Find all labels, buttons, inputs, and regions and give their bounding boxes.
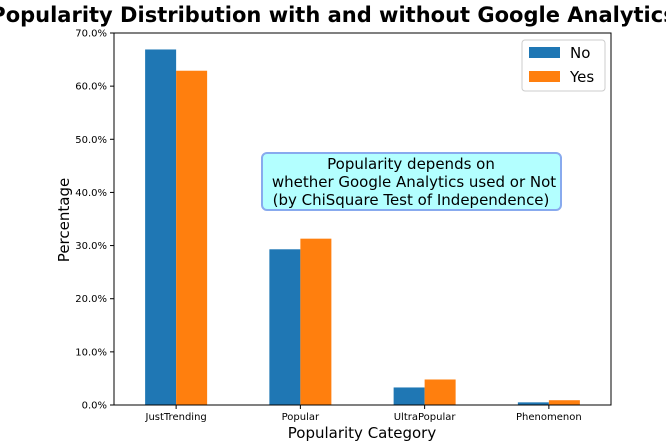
annotation-line-2: whether Google Analytics used or Not bbox=[272, 173, 556, 191]
legend-label-yes: Yes bbox=[569, 68, 594, 86]
y-tick-label: 10.0% bbox=[75, 347, 107, 358]
x-axis-ticks: JustTrending Popular UltraPopular Phenomeno… bbox=[145, 405, 582, 423]
annotation-box: Popularity depends on whether Google Ana… bbox=[261, 152, 562, 211]
annotation-background bbox=[261, 152, 562, 211]
annotation-line-1: Popularity depends on bbox=[327, 155, 495, 173]
bar-yes-phenomenon bbox=[548, 400, 580, 405]
bar-no-phenomenon bbox=[517, 402, 549, 405]
y-tick-label: 40.0% bbox=[75, 188, 107, 199]
x-tick-label: JustTrending bbox=[145, 412, 207, 423]
annotation-line-3: (by ChiSquare Test of Independence) bbox=[273, 191, 550, 209]
y-tick-label: 20.0% bbox=[75, 294, 107, 305]
legend-swatch-yes bbox=[529, 71, 560, 82]
y-tick-label: 50.0% bbox=[75, 135, 107, 146]
bar-no-popular bbox=[269, 249, 301, 405]
bar-no-ultrapopular bbox=[393, 387, 425, 405]
x-tick-label: Popular bbox=[282, 412, 320, 423]
legend-swatch-no bbox=[529, 47, 560, 58]
chart-title: Popularity Distribution with and without… bbox=[0, 3, 666, 27]
bar-yes-justtrending bbox=[176, 70, 208, 405]
plot-frame bbox=[113, 32, 612, 406]
x-axis-label: Popularity Category bbox=[288, 424, 437, 442]
bar-yes-popular bbox=[300, 238, 332, 405]
bar-no-justtrending bbox=[145, 49, 177, 406]
y-axis-ticks: 0.0% 10.0% 20.0% 30.0% 40.0% 50.0% 60.0% 70.0% bbox=[75, 29, 114, 412]
y-tick-label: 0.0% bbox=[82, 401, 107, 412]
bar-yes-ultrapopular bbox=[424, 379, 456, 405]
y-tick-label: 60.0% bbox=[75, 82, 107, 93]
y-tick-label: 70.0% bbox=[75, 29, 107, 40]
x-tick-label: UltraPopular bbox=[394, 412, 457, 423]
y-axis-label: Percentage bbox=[55, 178, 73, 262]
bars-layer bbox=[145, 49, 580, 406]
y-tick-label: 30.0% bbox=[75, 241, 107, 252]
legend-label-no: No bbox=[570, 44, 590, 62]
legend: No Yes bbox=[521, 39, 606, 92]
x-tick-label: Phenomenon bbox=[516, 412, 582, 423]
